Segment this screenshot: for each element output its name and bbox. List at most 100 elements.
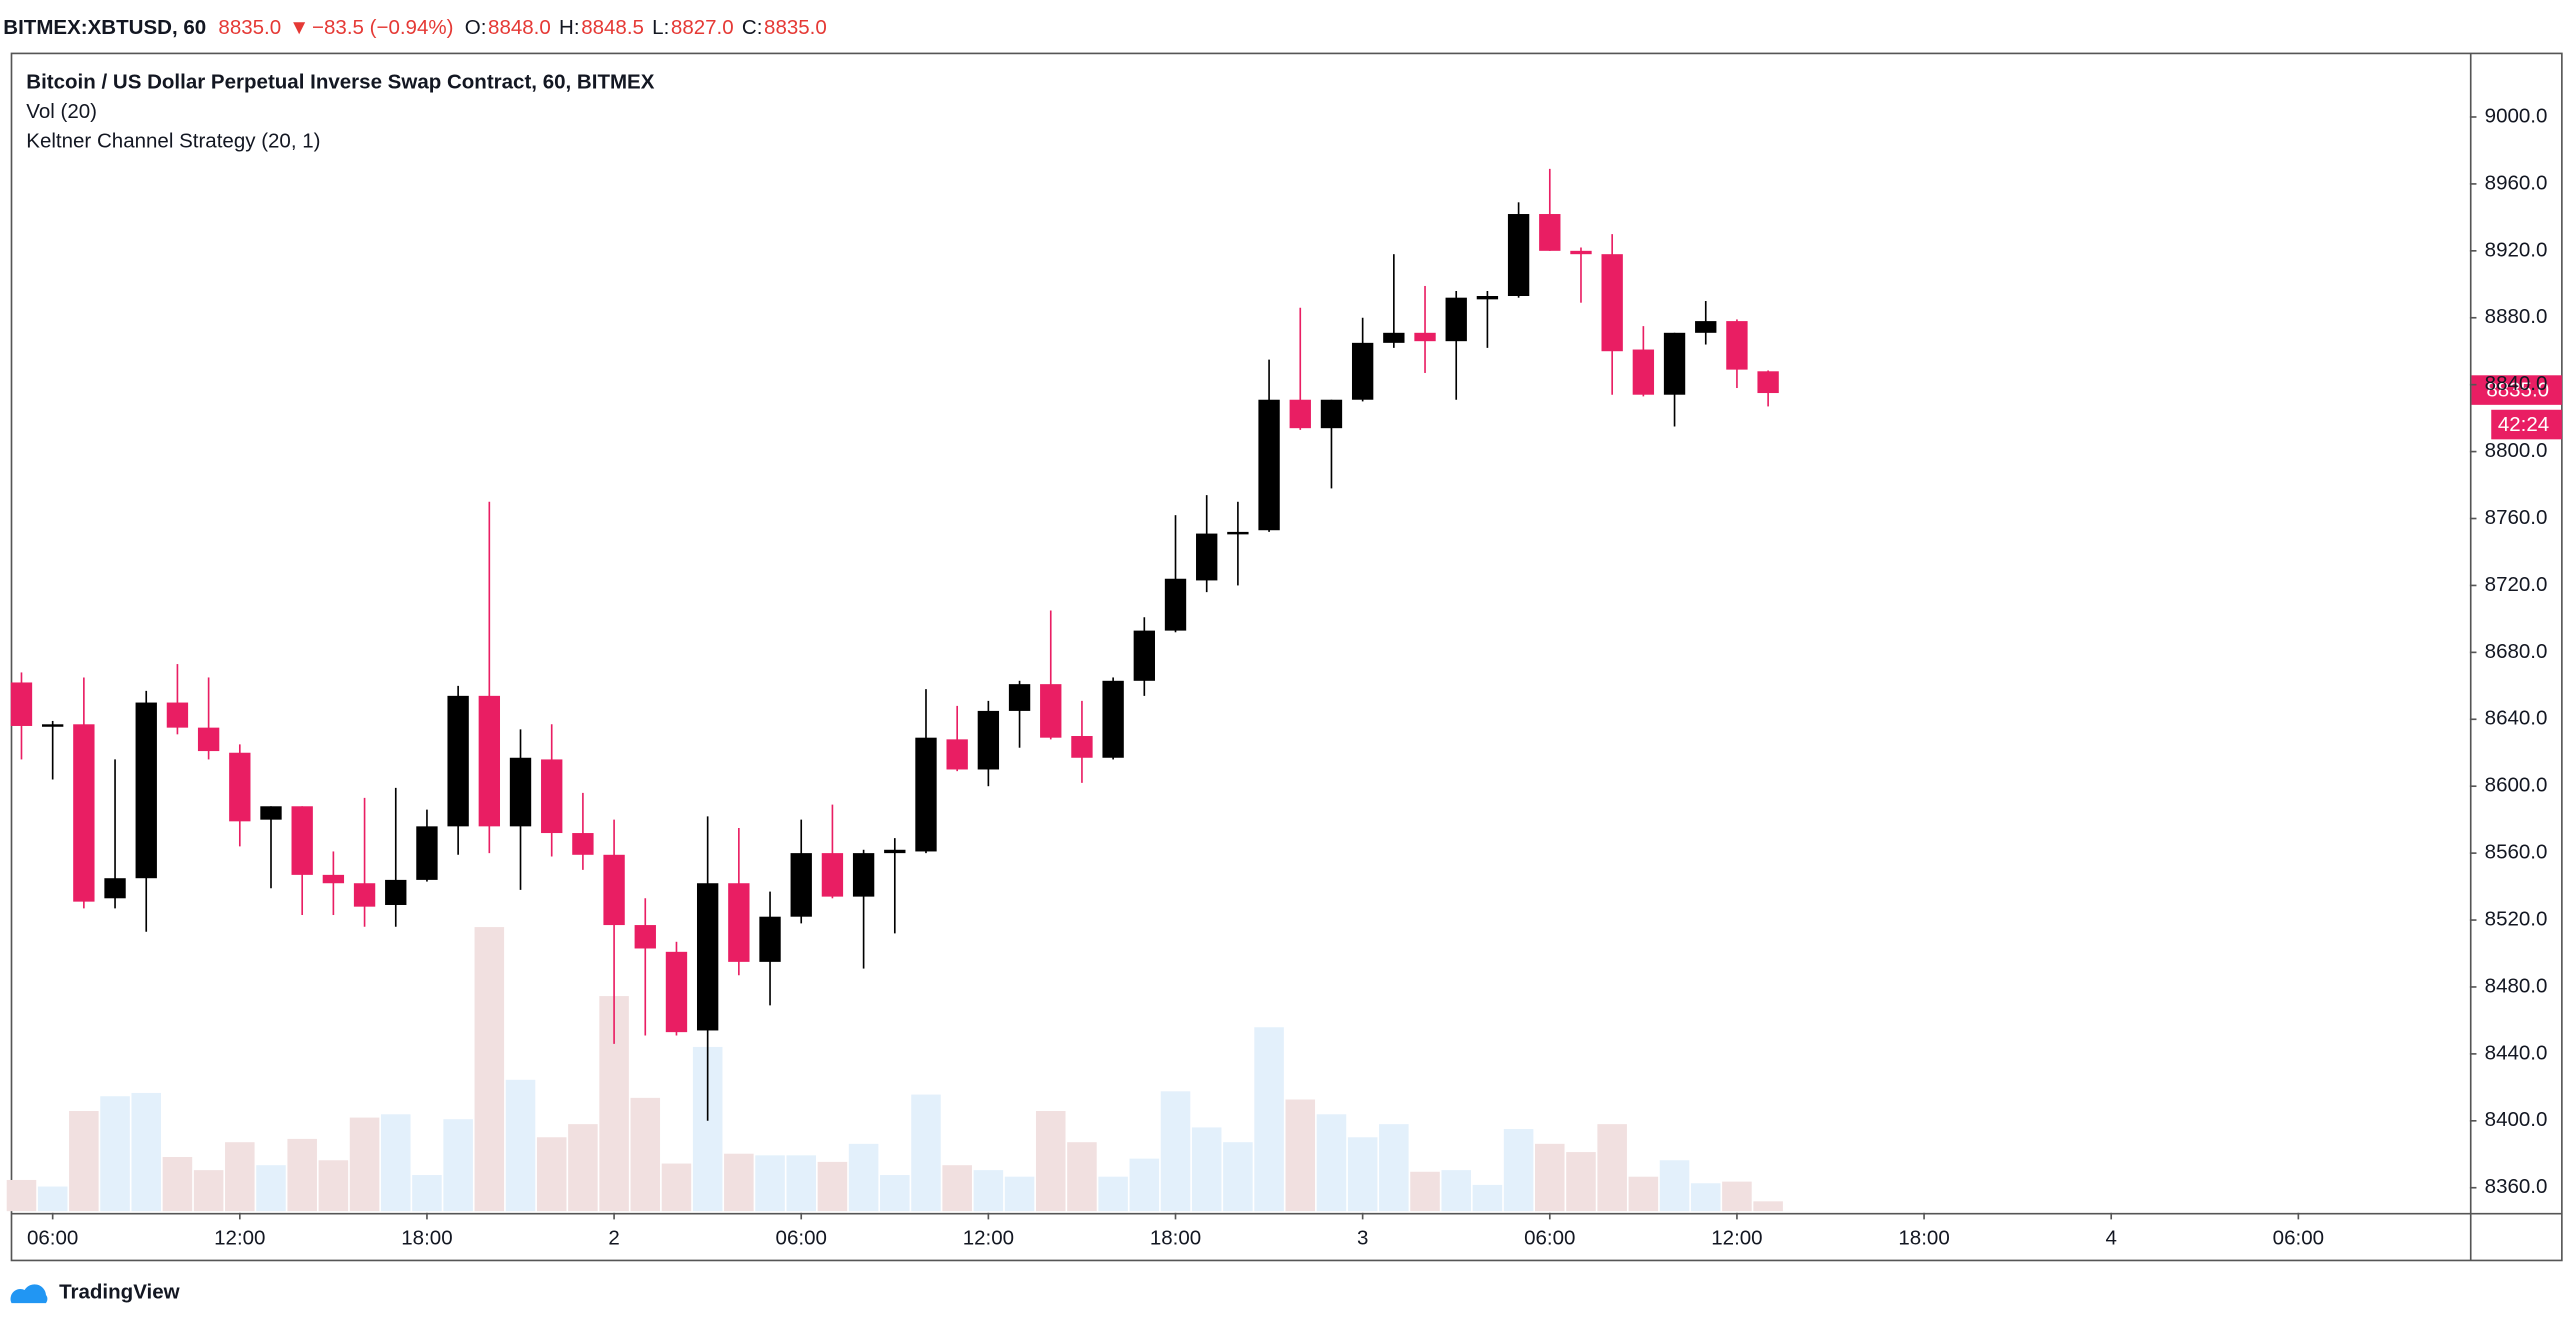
y-tick-label: 8800.0: [2485, 439, 2548, 462]
x-tick-label: 06:00: [27, 1227, 78, 1250]
volume-bar: [536, 1137, 567, 1212]
volume-bar: [1254, 1027, 1284, 1212]
legend-volume: Vol (20): [26, 100, 97, 123]
volume-bar: [848, 1143, 879, 1212]
candle-body: [509, 757, 532, 827]
volume-bar: [69, 1111, 99, 1212]
volume-bar: [1503, 1129, 1534, 1212]
candle-body: [1227, 531, 1249, 535]
candle-body: [385, 879, 407, 905]
candle-body: [135, 702, 157, 879]
header: BITMEX:XBTUSD, 60 8835.0 ▼ −83.5 (−0.94%…: [3, 16, 827, 39]
change-arrow: ▼: [289, 16, 309, 39]
volume-bar: [1472, 1184, 1503, 1212]
x-tick-label: 06:00: [1524, 1227, 1575, 1250]
candle-body: [1351, 342, 1374, 400]
volume-bar: [1035, 1111, 1066, 1212]
candle-body: [416, 826, 438, 880]
volume-bar: [1597, 1124, 1627, 1212]
volume-bar: [1067, 1142, 1097, 1212]
candle-body: [728, 883, 750, 962]
y-tick-label: 8480.0: [2485, 974, 2548, 997]
candle-body: [104, 878, 126, 899]
volume-bar: [1659, 1160, 1690, 1212]
x-tick-label: 12:00: [963, 1227, 1014, 1250]
candle-body: [1383, 332, 1405, 343]
volume-bar: [380, 1114, 411, 1212]
y-tick-label: 8520.0: [2485, 907, 2548, 930]
volume-bar: [1628, 1176, 1659, 1212]
volume-bar: [1191, 1127, 1222, 1212]
ohlc-value: 8848.0: [488, 16, 551, 39]
volume-bar: [1223, 1142, 1253, 1212]
volume-bar: [973, 1170, 1004, 1212]
candle-body: [447, 695, 469, 827]
x-tick-label: 06:00: [2273, 1227, 2324, 1250]
volume-bar: [162, 1156, 193, 1212]
candle-body: [1507, 214, 1530, 297]
volume-bar: [193, 1170, 224, 1212]
candle-body: [1663, 332, 1686, 395]
last-price: 8835.0: [218, 16, 281, 39]
volume-bar: [349, 1117, 380, 1212]
volume-bar: [318, 1160, 349, 1212]
y-tick-label: 8400.0: [2485, 1108, 2548, 1131]
volume-bar: [6, 1179, 37, 1212]
candle-body: [73, 724, 95, 902]
candle-body: [1757, 371, 1779, 394]
volume-bar: [755, 1155, 785, 1212]
volume-bar: [37, 1186, 68, 1212]
candle-body: [478, 695, 501, 827]
candle-body: [790, 853, 812, 917]
candle-body: [1445, 297, 1467, 342]
x-tick-label: 18:00: [1898, 1227, 1949, 1250]
y-tick-label: 8600.0: [2485, 774, 2548, 797]
candle-body: [353, 883, 376, 907]
candle-body: [166, 702, 189, 728]
candle-body: [1476, 296, 1499, 300]
volume-bar: [630, 1097, 661, 1212]
volume-bar: [100, 1096, 130, 1212]
volume-bar: [1753, 1201, 1783, 1212]
candle-body: [197, 727, 220, 752]
candle-body: [977, 710, 1000, 770]
volume-bar: [474, 927, 505, 1212]
volume-bar: [1690, 1183, 1721, 1212]
ohlc-key: O:: [465, 16, 487, 39]
candle-body: [1102, 680, 1124, 758]
volume-bar: [287, 1138, 317, 1212]
volume-bar: [786, 1155, 817, 1212]
y-tick-label: 8680.0: [2485, 640, 2548, 663]
candle-body: [1601, 254, 1623, 352]
volume-bar: [1535, 1143, 1565, 1212]
candle-body: [696, 883, 719, 1031]
volume-bar: [1566, 1152, 1596, 1212]
volume-bar: [724, 1153, 754, 1212]
x-tick-label: 2: [608, 1227, 619, 1250]
brand-logo: [10, 1284, 48, 1304]
y-tick-label: 8640.0: [2485, 707, 2548, 730]
volume-bar: [505, 1079, 536, 1212]
candle-body: [1071, 736, 1093, 758]
ohlc-key: H:: [559, 16, 580, 39]
candle-body: [322, 874, 345, 884]
candle-body: [1695, 321, 1717, 333]
legend-strategy: Keltner Channel Strategy (20, 1): [26, 130, 320, 153]
countdown-bg: [2491, 409, 2562, 440]
x-tick-label: 06:00: [776, 1227, 827, 1250]
volume-bar: [1129, 1158, 1160, 1212]
volume-bar: [225, 1142, 255, 1212]
y-tick-label: 9000.0: [2485, 104, 2548, 127]
legend-title: Bitcoin / US Dollar Perpetual Inverse Sw…: [26, 70, 654, 93]
candle-body: [572, 833, 594, 855]
volume-bar: [131, 1092, 162, 1212]
candle-body: [1164, 578, 1187, 631]
change: −83.5 (−0.94%): [312, 16, 453, 39]
volume-bar: [1410, 1171, 1440, 1212]
y-tick-label: 8360.0: [2485, 1175, 2548, 1198]
candle-body: [665, 951, 688, 1033]
y-tick-label: 8560.0: [2485, 841, 2548, 864]
y-tick-label: 8840.0: [2485, 372, 2548, 395]
candle-body: [1289, 399, 1311, 429]
